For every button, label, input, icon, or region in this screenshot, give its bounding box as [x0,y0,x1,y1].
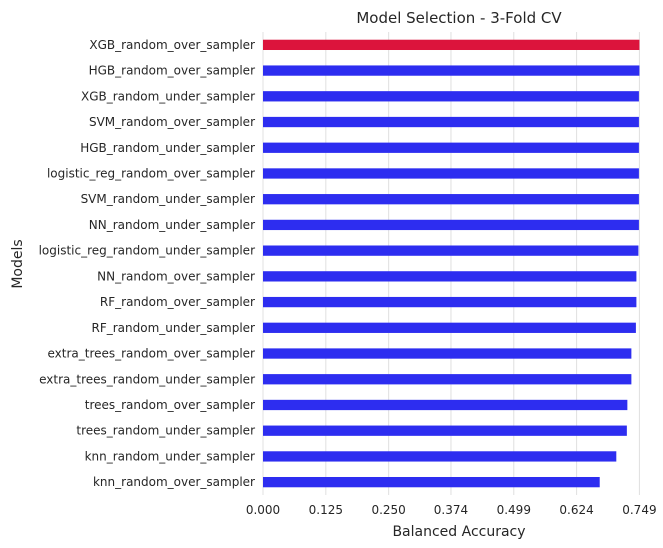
y-tick-label: NN_random_under_sampler [89,218,255,232]
bar [263,219,639,231]
bar [263,142,639,153]
y-tick-label: RF_random_under_sampler [92,321,256,335]
y-tick-label: XGB_random_under_sampler [81,89,255,103]
x-tick-label: 0.125 [309,503,343,517]
bar [263,168,639,179]
x-tick-label: 0.000 [246,503,280,517]
x-tick-labels: 0.000 0.125 0.250 0.374 0.499 0.624 0.749 [246,503,657,517]
bar [263,476,600,488]
y-tick-label: knn_random_under_sampler [85,449,255,463]
y-tick-label: RF_random_over_sampler [100,295,255,309]
bars [263,39,640,488]
bar [263,451,617,462]
bar [263,39,640,51]
bar [263,425,627,436]
y-tick-label: knn_random_over_sampler [93,475,255,489]
bar [263,322,636,333]
bar [263,116,639,128]
bar [263,245,639,256]
y-tick-label: SVM_random_under_sampler [81,192,255,206]
y-tick-label: extra_trees_random_over_sampler [47,347,255,361]
y-tick-label: XGB_random_over_sampler [89,38,255,52]
x-tick-label: 0.374 [434,503,468,517]
x-tick-label: 0.749 [622,503,656,517]
bar [263,65,640,76]
y-tick-label: SVM_random_over_sampler [89,115,255,129]
x-tick-label: 0.250 [371,503,405,517]
chart-title: Model Selection - 3-Fold CV [356,9,562,27]
y-tick-label: logistic_reg_random_over_sampler [47,166,255,180]
y-tick-label: HGB_random_over_sampler [89,64,255,78]
bar [263,271,637,282]
bar [263,194,639,205]
bar [263,296,637,308]
x-tick-label: 0.624 [559,503,593,517]
y-tick-label: trees_random_under_sampler [76,424,255,438]
y-tick-label: NN_random_over_sampler [97,269,255,283]
y-tick-labels: XGB_random_over_sampler HGB_random_over_s… [39,38,256,489]
bar [263,91,639,102]
x-tick-label: 0.499 [497,503,531,517]
y-axis-title: Models [10,239,26,288]
y-tick-label: extra_trees_random_under_sampler [39,372,255,386]
x-axis-title: Balanced Accuracy [392,524,525,540]
y-tick-label: trees_random_over_sampler [85,398,255,412]
bar [263,399,628,411]
bar [263,374,632,385]
grid-lines [262,32,640,495]
y-tick-label: logistic_reg_random_under_sampler [39,244,256,258]
bar [263,348,632,359]
y-tick-label: HGB_random_under_sampler [80,141,255,155]
